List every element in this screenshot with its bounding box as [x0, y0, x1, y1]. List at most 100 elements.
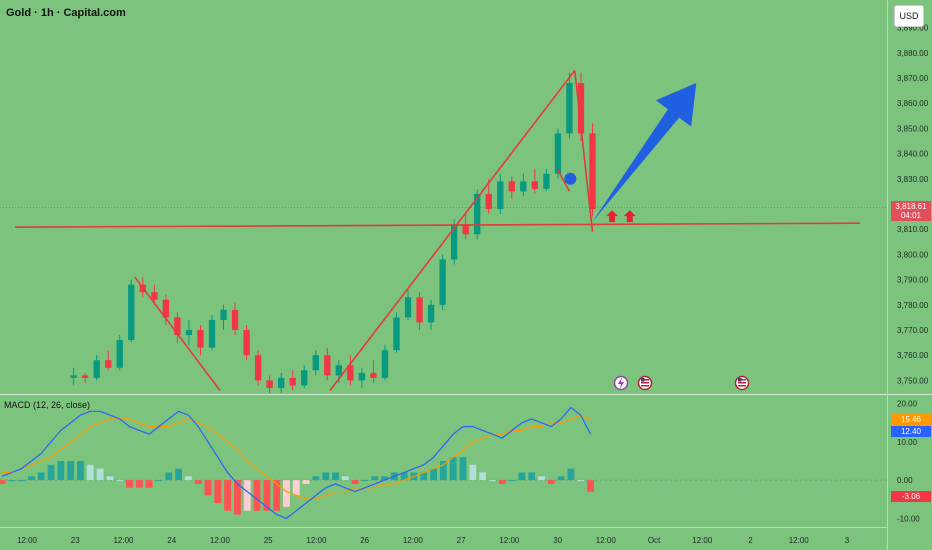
- candle: [508, 176, 515, 199]
- macd-histogram-bar: [273, 480, 281, 511]
- macd-histogram-bar: [557, 476, 565, 481]
- candle: [589, 123, 596, 217]
- trendline[interactable]: [134, 276, 221, 391]
- macd-line[interactable]: [1, 406, 592, 520]
- macd-histogram-bar: [8, 480, 16, 482]
- macd-histogram-bar: [47, 464, 55, 481]
- candle-body: [554, 133, 562, 174]
- candle: [427, 299, 435, 330]
- candle-body: [324, 355, 331, 376]
- macd-histogram-bar: [518, 472, 526, 481]
- candle: [197, 324, 204, 356]
- macd-histogram-bar: [145, 480, 153, 488]
- time-tick-label: 3: [845, 536, 850, 545]
- time-tick-label: 12:00: [596, 536, 617, 545]
- macd-histogram-bar: [86, 464, 94, 481]
- candle: [243, 324, 250, 361]
- candle: [404, 289, 412, 320]
- trendline[interactable]: [556, 168, 571, 192]
- candle-body: [335, 365, 343, 376]
- trendline[interactable]: [573, 70, 594, 232]
- candle-body: [93, 360, 100, 378]
- flag-canton: [738, 378, 742, 382]
- up-arrow-marker[interactable]: [606, 210, 619, 223]
- candle: [278, 372, 285, 393]
- flag-canton: [641, 378, 645, 382]
- candle-body: [197, 330, 204, 348]
- macd-histogram-bar: [135, 480, 143, 488]
- macd-histogram-bar: [165, 472, 173, 481]
- us-flag-event-icon[interactable]: [734, 375, 750, 391]
- macd-histogram-bar: [204, 480, 212, 496]
- candle-body: [220, 309, 227, 320]
- macd-histogram-bar: [18, 480, 26, 482]
- candle-body: [347, 365, 354, 381]
- candle: [450, 219, 458, 265]
- flag-stripe: [641, 385, 649, 387]
- currency-button[interactable]: USD: [894, 5, 924, 27]
- current-price-tag: 3,818.61 04:01: [891, 201, 931, 221]
- macd-histogram-bar: [0, 480, 6, 484]
- macd-histogram-bar: [27, 476, 35, 481]
- candle-body: [254, 355, 262, 381]
- macd-histogram-bar: [253, 480, 261, 511]
- marker-dot[interactable]: [564, 172, 577, 185]
- time-tick-label: 30: [553, 536, 562, 545]
- price-tick-label: 3,840.00: [897, 150, 929, 159]
- candle-body: [243, 330, 250, 356]
- time-tick-label: 26: [360, 536, 369, 545]
- candle: [208, 314, 216, 351]
- candle-body: [231, 309, 239, 330]
- macd-histogram-bar: [57, 461, 65, 481]
- candle: [312, 350, 319, 376]
- macd-tick-label: -10.00: [897, 514, 920, 523]
- candle-body: [151, 292, 158, 300]
- candle-body: [81, 375, 89, 378]
- candle-body: [531, 181, 539, 189]
- macd-histogram-bar: [194, 480, 202, 484]
- bullish-arrow[interactable]: [592, 83, 697, 222]
- candle: [324, 347, 331, 381]
- candle-body: [427, 304, 435, 323]
- macd-title[interactable]: MACD (12, 26, close): [4, 400, 91, 410]
- candle: [301, 365, 308, 388]
- macd-histogram-bar: [459, 457, 467, 481]
- flag-stripe: [641, 382, 649, 384]
- us-flag-event-icon[interactable]: [637, 375, 653, 391]
- candle: [162, 294, 170, 325]
- bar-countdown-label: 04:01: [900, 211, 922, 220]
- candle: [531, 168, 539, 194]
- candle-body: [116, 340, 123, 368]
- macd-histogram-bar: [233, 480, 241, 515]
- macd-histogram-bar: [214, 480, 222, 504]
- candle: [105, 350, 112, 371]
- macd-histogram-bar: [155, 480, 163, 482]
- candle-body: [416, 297, 423, 323]
- candle-body: [301, 370, 308, 386]
- candle: [266, 375, 273, 393]
- candle-body: [566, 83, 573, 134]
- macd-histogram-bar: [116, 480, 124, 482]
- time-tick-label: 2: [748, 536, 753, 545]
- candle-body: [370, 372, 377, 378]
- candle: [381, 345, 389, 381]
- flag-stripe: [738, 385, 746, 387]
- time-tick-label: 27: [457, 536, 466, 545]
- macd-histogram-bar: [567, 468, 575, 481]
- candle-body: [404, 297, 412, 318]
- candle-body: [462, 224, 469, 235]
- trendline[interactable]: [329, 69, 576, 391]
- support-level-line[interactable]: [14, 222, 861, 228]
- price-tick-label: 3,830.00: [897, 175, 929, 184]
- candle: [497, 173, 504, 215]
- price-tick-label: 3,870.00: [897, 74, 929, 83]
- macd-histogram-bar: [283, 480, 290, 507]
- up-arrow-marker[interactable]: [623, 210, 636, 223]
- flash-event-icon[interactable]: [613, 375, 629, 391]
- symbol-title: Gold · 1h · Capital.com: [6, 7, 126, 19]
- candle: [174, 312, 181, 343]
- macd-histogram-bar: [332, 472, 339, 481]
- candle: [543, 168, 550, 192]
